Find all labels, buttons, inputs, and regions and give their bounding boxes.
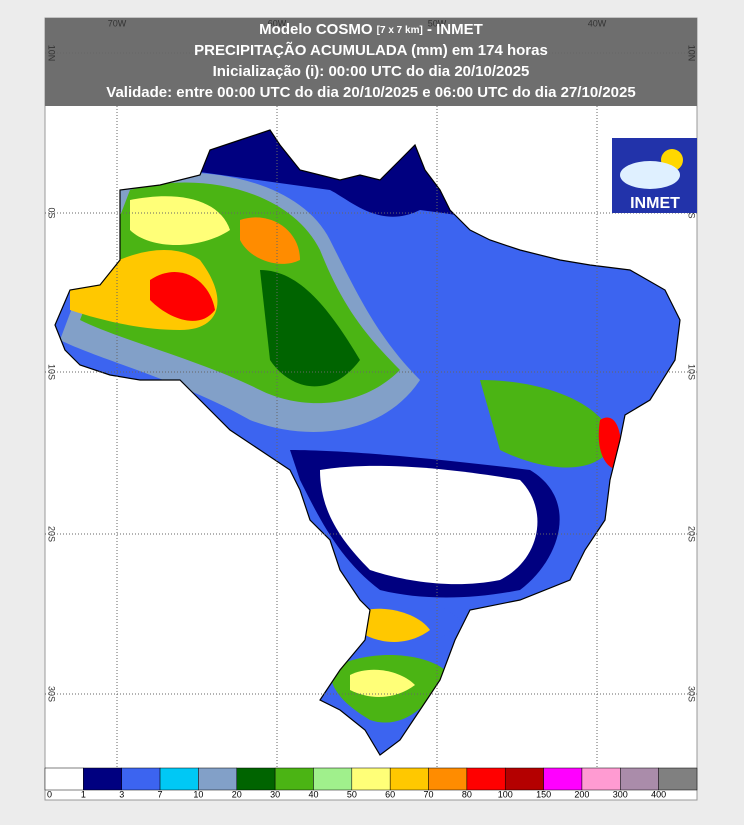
legend-label: 3 <box>119 789 124 799</box>
legend-swatch <box>543 767 583 791</box>
title-line3: Inicialização (i): 00:00 UTC do dia 20/1… <box>213 63 530 80</box>
legend-label: 200 <box>574 789 589 799</box>
graticule: 70W60W50W40W10N10N0S0S10S10S20S20S30S30S <box>45 18 697 768</box>
latitude-label: 30S <box>47 686 57 702</box>
latitude-label: 10N <box>687 45 697 62</box>
legend-label: 10 <box>193 789 203 799</box>
legend-swatch <box>198 767 238 791</box>
legend-swatch <box>351 767 391 791</box>
legend-label: 150 <box>536 789 551 799</box>
longitude-label: 70W <box>108 18 127 28</box>
legend-swatch <box>274 767 314 791</box>
latitude-label: 20S <box>687 526 697 542</box>
legend-swatch <box>581 767 621 791</box>
legend-label: 30 <box>270 789 280 799</box>
latitude-label: 10S <box>47 364 57 380</box>
legend-swatch <box>313 767 353 791</box>
legend-label: 400 <box>651 789 666 799</box>
legend-swatch <box>159 767 199 791</box>
legend-swatch <box>620 767 659 791</box>
legend-label: 70 <box>424 789 434 799</box>
latitude-label: 20S <box>47 526 57 542</box>
legend-label: 100 <box>498 789 513 799</box>
longitude-label: 50W <box>428 18 447 28</box>
legend-label: 60 <box>385 789 395 799</box>
legend: 0 1 3 7 10 20 30 40 50 60 70 80 100 150 200 300 400 <box>44 767 698 799</box>
latitude-label: 0S <box>47 207 57 218</box>
legend-label: 0 <box>47 789 52 799</box>
legend-swatch <box>83 767 122 791</box>
legend-swatch <box>121 767 161 791</box>
legend-label: 300 <box>613 789 628 799</box>
legend-swatch <box>658 767 698 791</box>
legend-swatch <box>466 767 506 791</box>
latitude-label: 30S <box>687 686 697 702</box>
legend-label: 50 <box>347 789 357 799</box>
legend-label: 40 <box>308 789 318 799</box>
legend-swatch <box>236 767 276 791</box>
legend-swatch <box>44 767 84 791</box>
legend-swatch <box>504 767 544 791</box>
title-line1: Modelo COSMO [7 x 7 km] - INMET <box>259 21 483 38</box>
legend-label: 20 <box>232 789 242 799</box>
longitude-label: 40W <box>588 18 607 28</box>
legend-swatch <box>428 767 468 791</box>
title-line2: PRECIPITAÇÃO ACUMULADA (mm) em 174 horas <box>194 41 548 59</box>
inmet-logo: INMET <box>612 138 697 213</box>
title-line4: Validade: entre 00:00 UTC do dia 20/10/2… <box>106 84 635 101</box>
legend-label: 7 <box>158 789 163 799</box>
legend-swatch <box>389 767 429 791</box>
legend-label: 80 <box>462 789 472 799</box>
longitude-label: 60W <box>268 18 287 28</box>
logo-text: INMET <box>630 195 680 212</box>
latitude-label: 10S <box>687 364 697 380</box>
title-band <box>45 18 697 106</box>
legend-label: 1 <box>81 789 86 799</box>
latitude-label: 10N <box>47 45 57 62</box>
